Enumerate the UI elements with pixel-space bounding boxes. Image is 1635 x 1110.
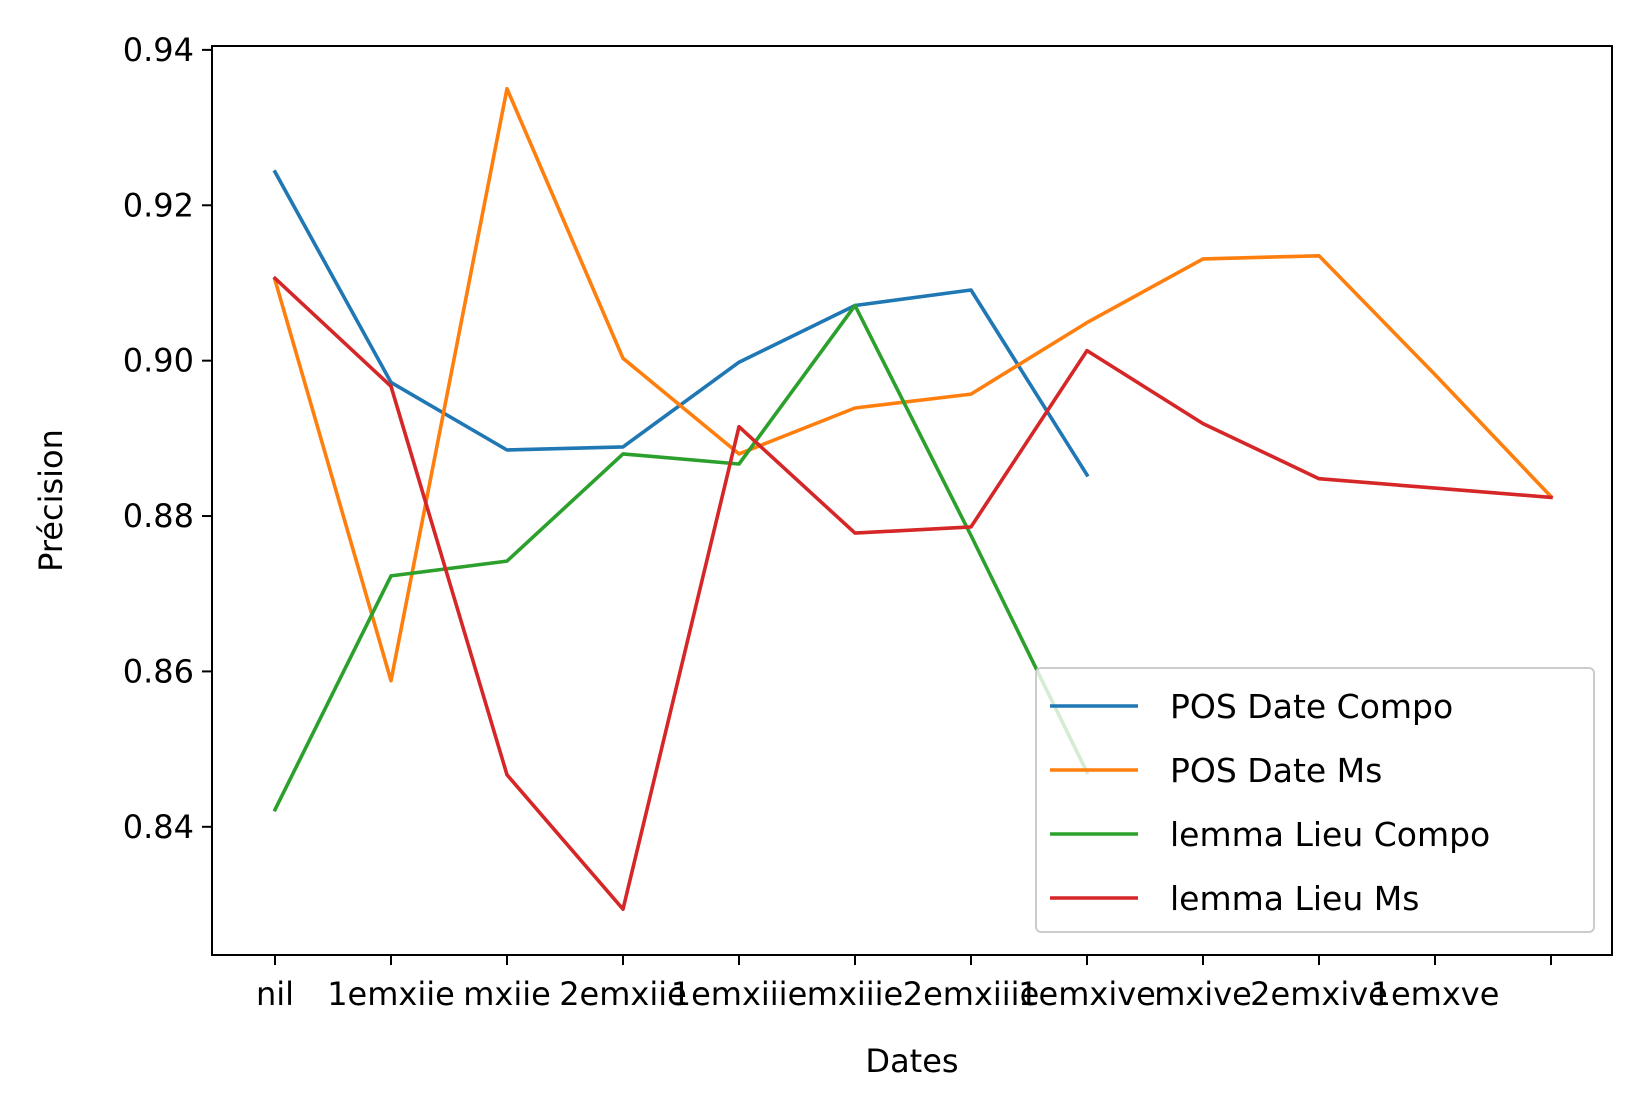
x-axis-title: Dates [865,1042,958,1080]
y-tick-label-4: 0.92 [123,186,194,224]
series-line-3 [272,275,1553,912]
legend-box [1035,667,1595,933]
x-tick-label-1: 1emxiie [327,975,455,1013]
legend: POS Date Compo POS Date Ms lemma Lieu Comp… [1035,667,1595,933]
y-axis-title: Précision [32,429,70,572]
y-tick-label-5: 0.94 [123,31,194,69]
x-tick-label-4: 1emxiiie [671,975,808,1013]
y-tick-label-3: 0.90 [123,342,194,380]
x-tick-label-0: nil [256,975,294,1013]
series-line-2 [272,303,1090,813]
legend-label-1: POS Date Ms [1170,751,1382,790]
legend-label-0: POS Date Compo [1170,687,1453,726]
x-tick-label-8: mxive [1154,975,1252,1013]
x-tick-label-5: mxiiie [807,975,903,1013]
legend-label-2: lemma Lieu Compo [1170,815,1490,854]
series-line-1 [272,86,1554,683]
series-lines [272,86,1554,912]
plot-area-frame [211,45,1613,956]
legend-item-0: POS Date Compo [1050,687,1453,726]
x-tick-label-3: 2emxiie [559,975,687,1013]
x-tick-label-2: mxiie [463,975,551,1013]
x-tick-label-6: 2emxiiie [903,975,1040,1013]
y-tick-label-2: 0.88 [123,497,194,535]
x-tick-label-10: 1emxve [1371,975,1500,1013]
y-tick-label-1: 0.86 [123,652,194,690]
legend-item-2: lemma Lieu Compo [1050,815,1490,854]
legend-item-1: POS Date Ms [1050,751,1382,790]
y-tick-label-0: 0.84 [123,808,194,846]
legend-label-3: lemma Lieu Ms [1170,879,1419,918]
legend-item-3: lemma Lieu Ms [1050,879,1419,918]
x-tick-label-9: 2emxive [1250,975,1388,1013]
y-axis: 0.84 0.86 0.88 0.90 0.92 0.94 [123,31,212,846]
x-tick-label-7: 1emxive [1018,975,1156,1013]
